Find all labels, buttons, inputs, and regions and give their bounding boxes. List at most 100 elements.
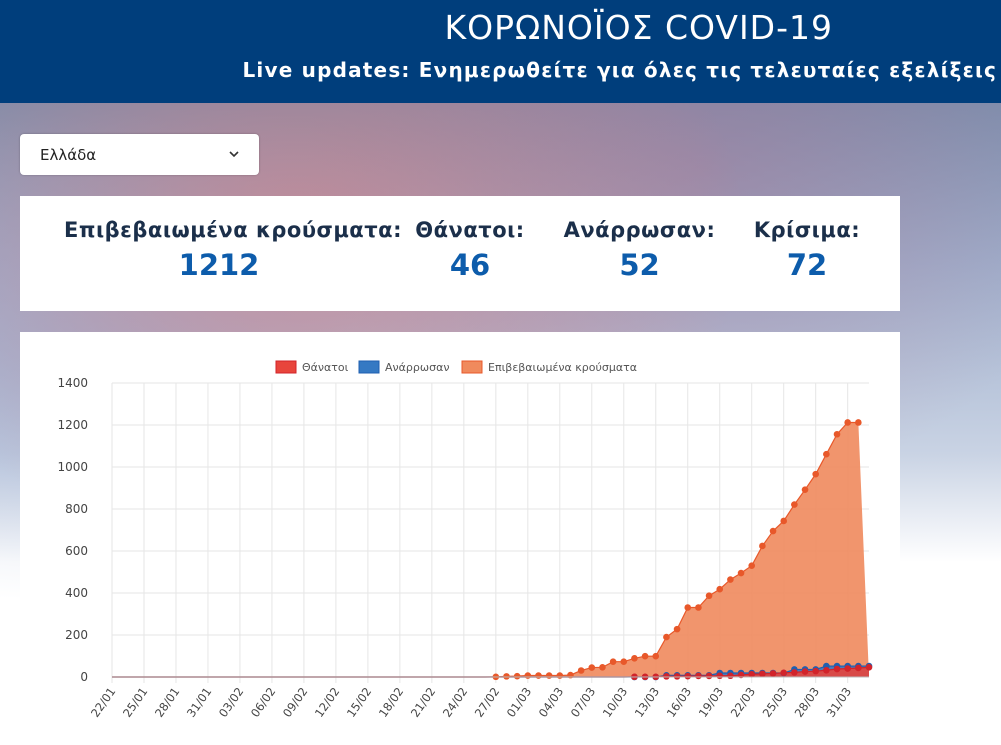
chart-card: 0 200 400 600 800 1000 1200 1400 22/01 25/01 28/01… [20, 332, 900, 741]
point-deaths [748, 670, 756, 678]
x-tick-label: 18/02 [376, 685, 406, 720]
point-confirmed [759, 542, 766, 550]
stat-deaths: Θάνατοι: 46 [400, 218, 540, 282]
x-tick-label: 31/01 [184, 685, 214, 720]
x-tick-label: 13/03 [632, 685, 662, 720]
y-tick-label: 1200 [57, 418, 88, 432]
point-deaths [823, 666, 830, 674]
x-tick-label: 28/01 [152, 685, 182, 720]
stat-deaths-label: Θάνατοι: [415, 218, 525, 242]
country-select-value: Ελλάδα [40, 146, 97, 164]
point-deaths [759, 670, 766, 678]
y-tick-label: 600 [65, 544, 88, 558]
legend-label-confirmed: Επιβεβαιωμένα κρούσματα [488, 361, 637, 374]
x-tick-label: 25/01 [120, 685, 150, 720]
point-confirmed [513, 672, 521, 680]
point-confirmed [716, 585, 724, 593]
point-confirmed [780, 517, 788, 525]
point-confirmed [652, 652, 660, 660]
x-tick-label: 28/03 [792, 685, 822, 720]
stats-panel: Επιβεβαιωμένα κρούσματα: 1212 Θάνατοι: 4… [20, 196, 900, 311]
legend-label-recovered: Ανάρρωσαν [385, 361, 449, 374]
point-confirmed [663, 633, 670, 641]
point-confirmed [844, 419, 851, 426]
legend-swatch-recovered [358, 360, 380, 374]
point-deaths [812, 667, 819, 675]
point-confirmed [727, 576, 734, 583]
x-tick-label: 12/02 [312, 685, 342, 720]
point-confirmed [631, 655, 638, 662]
legend-swatch-confirmed [461, 360, 483, 374]
point-deaths [716, 672, 724, 680]
point-deaths [865, 664, 873, 671]
x-tick-label: 19/03 [696, 685, 726, 720]
point-confirmed [791, 501, 798, 508]
x-tick-label: 03/02 [216, 685, 246, 720]
area-deaths [112, 667, 869, 677]
point-confirmed [620, 658, 628, 665]
point-confirmed [641, 652, 649, 660]
x-tick-label: 04/03 [536, 685, 566, 720]
y-tick-label: 200 [65, 628, 88, 642]
stat-confirmed-label: Επιβεβαιωμένα κρούσματα: [64, 218, 402, 242]
point-deaths [727, 672, 734, 680]
point-confirmed [535, 672, 542, 679]
point-confirmed [577, 667, 585, 674]
point-confirmed [705, 592, 713, 600]
x-tick-label: 22/01 [88, 685, 118, 720]
point-deaths [695, 672, 702, 680]
stat-critical-label: Κρίσιμα: [753, 218, 861, 242]
point-confirmed [748, 562, 756, 569]
x-tick-label: 25/03 [760, 685, 790, 720]
chevron-down-icon [227, 146, 241, 165]
page-subtitle: Live updates: Ενημερωθείτε για όλες τις … [242, 58, 997, 82]
x-tick-label: 09/02 [280, 685, 310, 720]
point-confirmed [769, 527, 777, 535]
x-tick-label: 06/02 [248, 685, 278, 720]
point-deaths [833, 665, 841, 673]
country-select[interactable]: Ελλάδα [20, 134, 259, 175]
legend-label-deaths: Θάνατοι [302, 361, 349, 374]
point-confirmed [812, 470, 819, 478]
x-tick-label: 10/03 [600, 685, 630, 720]
y-tick-label: 0 [80, 670, 88, 684]
header-bar: ΚΟΡΩΝΟΪΟΣ COVID-19 Live updates: Ενημερω… [0, 0, 1001, 103]
point-confirmed [545, 672, 553, 679]
point-deaths [769, 670, 777, 677]
stat-recovered-value: 52 [619, 248, 660, 282]
point-confirmed [823, 450, 830, 458]
x-tick-label: 24/02 [440, 685, 470, 720]
point-confirmed [855, 419, 862, 426]
point-confirmed [684, 604, 692, 611]
stat-critical-value: 72 [786, 248, 828, 282]
x-tick-label: 27/02 [472, 685, 502, 720]
page-title: ΚΟΡΩΝΟΪΟΣ COVID-19 [444, 8, 833, 47]
point-deaths [780, 669, 788, 677]
x-tick-label: 22/03 [728, 685, 758, 720]
y-tick-label: 400 [65, 586, 88, 600]
x-tick-label: 07/03 [568, 685, 598, 720]
stat-recovered-label: Ανάρρωσαν: [563, 218, 716, 242]
stat-deaths-value: 46 [449, 248, 491, 282]
point-deaths [663, 673, 670, 680]
y-tick-label: 1400 [57, 376, 88, 390]
point-deaths [801, 668, 809, 675]
point-confirmed [524, 672, 532, 679]
x-tick-label: 01/03 [504, 685, 534, 720]
stat-confirmed: Επιβεβαιωμένα κρούσματα: 1212 [64, 218, 402, 282]
x-tick-label: 31/03 [824, 685, 854, 720]
x-tick-label: 15/02 [344, 685, 374, 720]
x-tick-label: 16/03 [664, 685, 694, 720]
point-confirmed [695, 604, 702, 611]
point-deaths [855, 664, 862, 672]
point-confirmed [673, 625, 681, 633]
point-deaths [705, 672, 713, 680]
legend-swatch-deaths [275, 360, 297, 374]
point-confirmed [833, 430, 841, 438]
stat-confirmed-value: 1212 [178, 248, 260, 282]
area-confirmed [112, 422, 869, 677]
point-deaths [844, 665, 851, 672]
point-deaths [791, 669, 798, 676]
point-deaths [673, 673, 681, 680]
point-confirmed [556, 672, 564, 679]
